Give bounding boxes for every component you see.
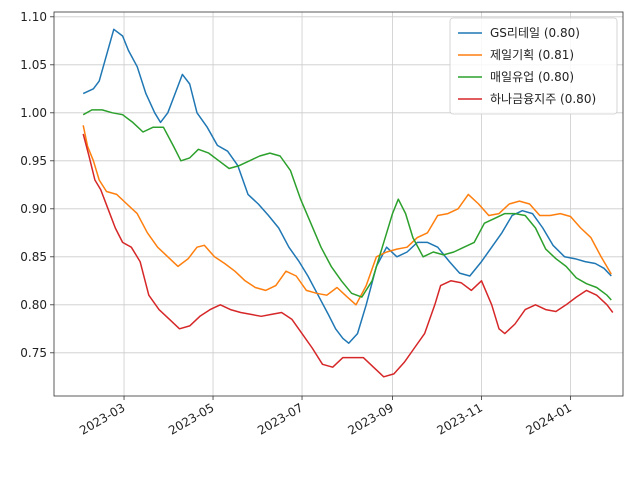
x-tick-label: 2024-01 bbox=[524, 400, 574, 437]
legend-label: 매일유업 (0.80) bbox=[490, 70, 574, 84]
x-tick-label: 2023-05 bbox=[166, 400, 216, 437]
series-lines bbox=[82, 28, 614, 378]
y-tick-label: 0.95 bbox=[20, 154, 47, 168]
legend-label: 제일기획 (0.81) bbox=[490, 48, 574, 62]
legend-box bbox=[449, 17, 618, 115]
legend-label: GS리테일 (0.80) bbox=[490, 26, 580, 40]
y-tick-label: 0.75 bbox=[20, 346, 47, 360]
x-tick-label: 2023-11 bbox=[435, 400, 485, 437]
y-tick-label: 1.00 bbox=[20, 106, 47, 120]
series-line-0 bbox=[82, 28, 612, 344]
x-tick-label: 2023-07 bbox=[255, 400, 305, 437]
legend: GS리테일 (0.80) 제일기획 (0.81) 매일유업 (0.80) 하나금융지주… bbox=[449, 17, 618, 115]
plot-frame bbox=[53, 11, 624, 397]
y-axis-ticks: 0.75 0.80 0.85 0.90 0.95 1.00 1.05 1.10 bbox=[20, 10, 54, 360]
y-tick-label: 0.80 bbox=[20, 298, 47, 312]
x-axis-ticks: 2023-03 2023-05 2023-07 2023-09 2023-11 2024-… bbox=[77, 396, 574, 438]
x-tick-label: 2023-03 bbox=[77, 400, 127, 437]
series-line-2 bbox=[82, 109, 612, 301]
x-tick-label: 2023-09 bbox=[346, 400, 396, 437]
series-line-3 bbox=[82, 133, 614, 378]
y-tick-label: 0.90 bbox=[20, 202, 47, 216]
y-tick-label: 0.85 bbox=[20, 250, 47, 264]
series-line-1 bbox=[82, 125, 612, 306]
y-tick-label: 1.10 bbox=[20, 10, 47, 24]
legend-label: 하나금융지주 (0.80) bbox=[490, 92, 596, 106]
y-tick-label: 1.05 bbox=[20, 58, 47, 72]
